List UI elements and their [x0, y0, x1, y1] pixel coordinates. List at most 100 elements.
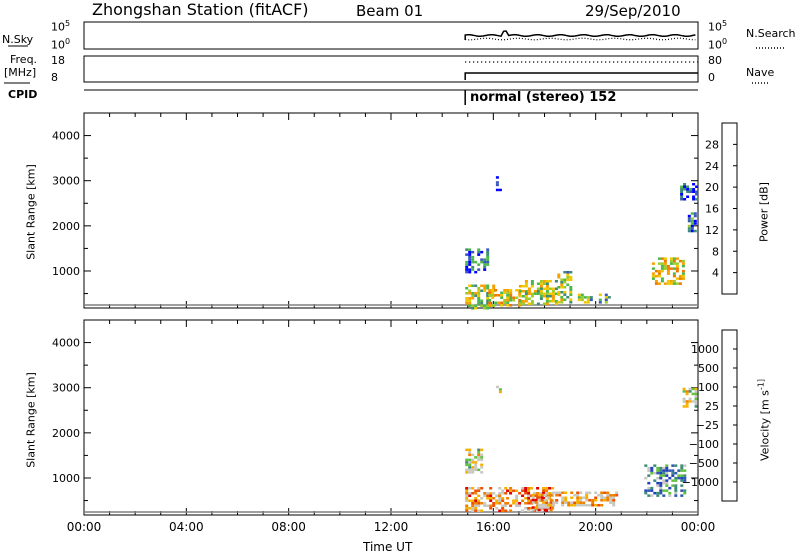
velocity-echo-cell	[527, 497, 531, 500]
power-echo-cell	[663, 282, 667, 285]
power-echo-cell	[693, 222, 697, 225]
velocity-echo-cell	[594, 496, 598, 499]
velocity-echo-cell	[615, 491, 619, 494]
power-echo-cell	[491, 304, 495, 307]
velocity-echo-cell	[683, 476, 687, 480]
power-echo-cell	[536, 302, 540, 305]
velocity-echo-cell	[665, 466, 669, 470]
power-echo-cell	[506, 296, 510, 299]
velocity-echo-cell	[524, 492, 528, 495]
power-echo-cell	[509, 289, 513, 292]
velocity-echo-cell	[527, 499, 531, 502]
power-echo-cell	[695, 193, 699, 196]
velocity-echo-cell	[489, 492, 493, 495]
power-echo-cell	[491, 291, 495, 294]
velocity-echo-cell	[680, 489, 684, 492]
velocity-echo-cell	[530, 507, 534, 510]
power-echo-cell	[687, 219, 691, 223]
power-echo-cell	[672, 267, 676, 270]
velocity-echo-cell	[694, 387, 698, 391]
velocity-echo-cell	[662, 481, 666, 485]
velocity-echo-cell	[471, 461, 475, 464]
velocity-echo-cell	[543, 503, 547, 507]
power-echo-cell	[471, 284, 475, 287]
velocity-echo-cell	[609, 494, 613, 497]
velocity-echo-cell	[685, 402, 689, 406]
power-echo-cell	[492, 284, 496, 287]
power-echo-cell	[683, 198, 687, 201]
power-echo-cell	[477, 299, 481, 302]
velocity-ytick-label: 3000	[52, 382, 80, 395]
power-echo-cell	[654, 282, 658, 285]
x-tick-label: 08:00	[271, 520, 306, 534]
power-ytick-label: 4000	[52, 130, 80, 143]
power-echo-cell	[683, 183, 687, 186]
velocity-echo-cell	[480, 453, 484, 457]
power-echo-cell	[560, 296, 564, 299]
power-echo-cell	[465, 287, 469, 290]
velocity-echo-cell	[474, 507, 478, 510]
power-echo-cell	[604, 293, 608, 297]
velocity-echo-cell	[512, 489, 516, 492]
velocity-echo-cell	[545, 492, 549, 495]
power-echo-cell	[512, 299, 516, 302]
velocity-echo-cell	[489, 487, 493, 490]
velocity-echo-cell	[671, 469, 675, 472]
power-echo-cell	[506, 304, 510, 307]
power-echo-cell	[500, 296, 504, 299]
velocity-echo-cell	[498, 492, 502, 495]
velocity-echo-cell	[501, 497, 505, 500]
velocity-echo-cell	[480, 458, 484, 462]
power-ylabel: Slant Range [km]	[24, 164, 38, 260]
power-echo-cell	[465, 265, 469, 269]
velocity-echo-cell	[495, 385, 499, 389]
power-echo-cell	[468, 270, 472, 274]
power-echo-cell	[660, 262, 664, 265]
velocity-echo-cell	[650, 489, 654, 492]
velocity-echo-cell	[668, 491, 672, 495]
power-echo-cell	[563, 291, 567, 294]
power-echo-cell	[483, 304, 487, 307]
power-echo-cell	[521, 295, 525, 298]
plot-title: Zhongshan Station (fitACF)	[92, 0, 309, 19]
power-echo-cell	[480, 260, 484, 264]
power-echo-cell	[483, 263, 487, 266]
velocity-echo-cell	[471, 468, 475, 472]
velocity-echo-cell	[501, 504, 505, 507]
velocity-echo-cell	[555, 501, 559, 504]
power-echo-cell	[506, 291, 510, 294]
velocity-echo-cell	[564, 491, 568, 494]
velocity-echo-cell	[498, 499, 502, 502]
velocity-echo-cell	[576, 499, 580, 502]
power-echo-cell	[557, 301, 561, 304]
velocity-echo-cell	[465, 494, 469, 497]
velocity-echo-cell	[471, 471, 475, 474]
power-echo-cell	[477, 248, 481, 251]
power-echo-cell	[551, 300, 555, 303]
velocity-echo-cell	[644, 476, 648, 480]
power-echo-cell	[580, 296, 584, 299]
noise-panel-frame	[83, 21, 699, 50]
velocity-panel-frame	[83, 319, 699, 516]
velocity-echo-cell	[543, 508, 547, 512]
power-echo-cell	[477, 302, 481, 305]
power-echo-cell	[678, 274, 682, 278]
velocity-echo-cell	[477, 487, 481, 490]
velocity-echo-cell	[668, 486, 672, 490]
power-echo-cell	[563, 298, 567, 301]
velocity-echo-cell	[530, 494, 534, 497]
velocity-echo-cell	[468, 466, 472, 469]
power-echo-cell	[678, 282, 682, 285]
velocity-echo-cell	[474, 466, 478, 469]
velocity-echo-cell	[682, 390, 686, 393]
power-colorbar-tick-label: 4	[712, 267, 719, 280]
power-echo-cell	[471, 255, 475, 259]
velocity-echo-cell	[665, 469, 669, 472]
x-tick-label: 00:00	[681, 520, 716, 534]
velocity-echo-cell	[501, 499, 505, 502]
power-echo-cell	[672, 279, 676, 283]
power-echo-cell	[539, 297, 543, 300]
velocity-echo-cell	[688, 400, 692, 403]
power-echo-cell	[474, 270, 478, 274]
velocity-echo-cell	[688, 397, 692, 401]
